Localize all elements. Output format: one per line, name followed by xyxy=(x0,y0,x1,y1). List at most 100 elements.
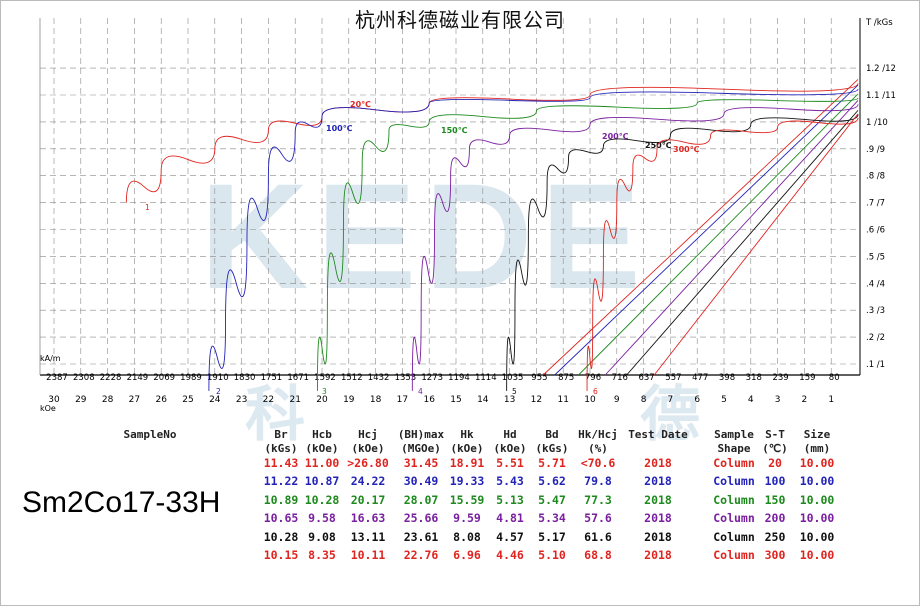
x-tick-label-kam: 2228 xyxy=(100,373,122,383)
table-cell: 28.07 xyxy=(403,492,439,507)
product-name: Sm2Co17-33H xyxy=(22,486,221,519)
table-cell: Column xyxy=(713,492,755,507)
watermark-char: 德 xyxy=(640,380,700,450)
table-cell: 5.34 xyxy=(538,511,566,526)
table-cell: 10.00 xyxy=(799,529,835,544)
x-tick-label-kam: 2149 xyxy=(127,373,149,383)
x-tick-label-koe: 2 xyxy=(802,395,808,405)
y-tick-label: .8 /8 xyxy=(866,172,885,182)
table-cell: Column xyxy=(713,511,755,526)
x-axis-unit-koe: kOe xyxy=(40,404,56,413)
normal-curve-line xyxy=(542,79,859,376)
table-cell: 77.3 xyxy=(584,492,612,507)
table-cell: 5.62 xyxy=(538,474,566,489)
table-header: Hk/Hcj (%) xyxy=(578,428,618,455)
y-tick-label: .9 /9 xyxy=(866,145,885,155)
x-tick-label-kam: 796 xyxy=(585,373,601,383)
x-tick-label-koe: 21 xyxy=(289,395,300,405)
x-tick-label-koe: 16 xyxy=(423,395,435,405)
table-cell: Column xyxy=(713,456,755,470)
series-marker: 1 xyxy=(145,203,150,212)
table-header: (BH)max (MGOe) xyxy=(397,428,445,455)
watermark-text: KEDE xyxy=(200,152,649,320)
table-cell: 9.59 xyxy=(453,511,481,526)
x-tick-label-koe: 8 xyxy=(641,395,647,405)
series-label: 250℃ xyxy=(645,141,672,150)
y-tick-label: 1.1 /11 xyxy=(866,91,896,101)
table-cell: 4.81 xyxy=(496,511,524,526)
x-tick-label-kam: 2069 xyxy=(153,373,175,383)
table-cell: Column xyxy=(713,474,755,489)
table-cell: >26.80 xyxy=(347,456,389,470)
table-cell: 5.71 xyxy=(538,456,566,470)
table-header: Hk (kOe) xyxy=(450,428,484,455)
x-tick-label-kam: 477 xyxy=(692,373,708,383)
series-label: 150℃ xyxy=(441,126,468,135)
y-tick-label: .1 /1 xyxy=(866,360,885,370)
x-tick-label-kam: 557 xyxy=(665,373,681,383)
x-tick-label-kam: 80 xyxy=(829,373,840,383)
x-tick-label-kam: 1194 xyxy=(448,373,470,383)
table-header: Br (kGs) xyxy=(264,428,298,455)
series-marker: 6 xyxy=(593,387,598,396)
table-cell: 10.89 xyxy=(263,492,299,507)
series-marker: 4 xyxy=(418,387,423,396)
table-cell: 9.08 xyxy=(308,529,336,544)
x-tick-label-koe: 1 xyxy=(828,395,834,405)
x-tick-label-koe: 27 xyxy=(129,395,140,405)
table-cell: 6.96 xyxy=(453,548,481,562)
table-header: Test Date xyxy=(628,428,688,441)
x-tick-label-kam: 1273 xyxy=(421,373,443,383)
x-tick-label-kam: 637 xyxy=(638,373,654,383)
x-tick-label-koe: 6 xyxy=(694,395,700,405)
x-tick-label-koe: 17 xyxy=(397,395,408,405)
y-tick-label: .2 /2 xyxy=(866,333,885,343)
table-cell: 19.33 xyxy=(449,474,485,489)
table-cell: 5.47 xyxy=(538,492,566,507)
table-cell: 30.49 xyxy=(403,474,439,489)
table-cell: 11.00 xyxy=(304,456,340,470)
x-tick-label-koe: 25 xyxy=(182,395,193,405)
x-tick-label-kam: 875 xyxy=(558,373,574,383)
x-tick-label-koe: 20 xyxy=(316,395,328,405)
table-header: Hd (kOe) xyxy=(493,428,527,455)
table-header: S-T (℃) xyxy=(762,428,788,455)
x-tick-label-kam: 1512 xyxy=(341,373,363,383)
x-tick-label-koe: 23 xyxy=(236,395,247,405)
x-tick-label-koe: 24 xyxy=(209,395,221,405)
x-tick-label-koe: 30 xyxy=(48,395,60,405)
table-cell: 10.87 xyxy=(304,474,340,489)
x-tick-label-kam: 1751 xyxy=(261,373,283,383)
table-cell: 5.10 xyxy=(538,548,566,562)
x-tick-label-koe: 14 xyxy=(477,395,489,405)
y-tick-label: .5 /5 xyxy=(866,252,885,262)
x-tick-label-kam: 318 xyxy=(746,373,762,383)
y-tick-label: .4 /4 xyxy=(866,279,885,289)
x-tick-label-kam: 159 xyxy=(799,373,815,383)
y-tick-label: .7 /7 xyxy=(866,199,885,209)
table-cell: 5.13 xyxy=(496,492,524,507)
table-cell: 10.00 xyxy=(799,548,835,562)
table-cell: 2018 xyxy=(644,529,672,544)
table-cell: 10.28 xyxy=(304,492,340,507)
x-tick-label-kam: 1989 xyxy=(180,373,202,383)
table-cell: 20.17 xyxy=(350,492,386,507)
x-tick-label-kam: 1592 xyxy=(314,373,336,383)
demag-curve xyxy=(411,104,859,391)
table-cell: 9.58 xyxy=(308,511,336,526)
table-cell: 57.6 xyxy=(584,511,612,526)
table-cell: 22.76 xyxy=(403,548,439,562)
normal-curve-line xyxy=(578,93,859,376)
normal-curve-line xyxy=(626,110,859,376)
table-cell: 11.43 xyxy=(263,456,299,470)
table-cell: 4.57 xyxy=(496,529,524,544)
table-header: Size (mm) xyxy=(803,428,831,455)
normal-curve-line xyxy=(653,113,859,376)
table-cell: 2018 xyxy=(644,548,672,562)
x-tick-label-koe: 15 xyxy=(450,395,461,405)
table-cell: Column xyxy=(713,529,755,544)
table-cell: 250 xyxy=(764,529,786,544)
table-cell: 10.28 xyxy=(263,529,299,544)
table-cell: 10.65 xyxy=(263,511,299,526)
